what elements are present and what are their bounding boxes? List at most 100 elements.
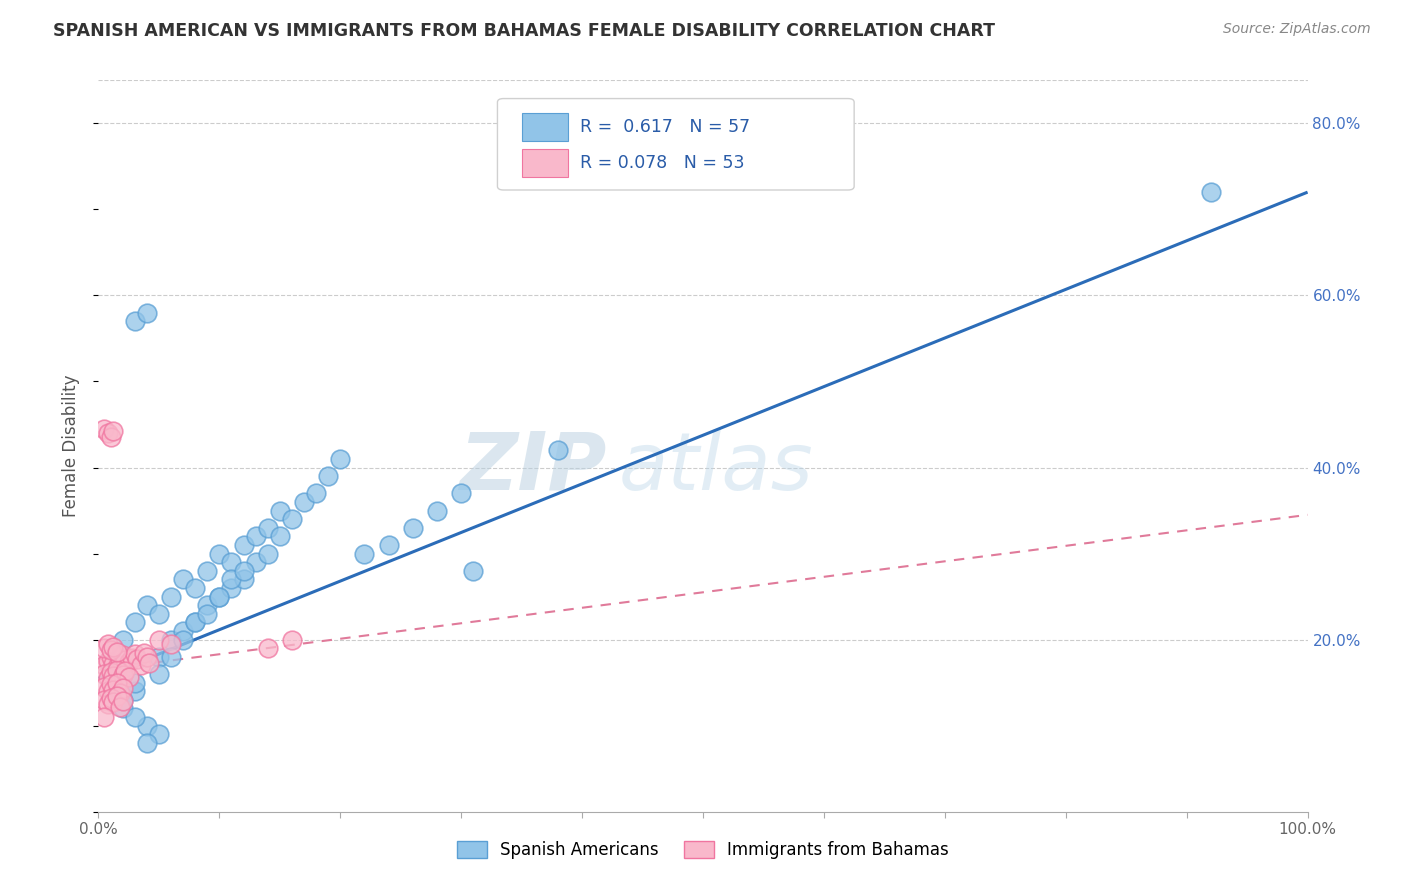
Point (208, 590, 231, 604)
Point (111, 667, 134, 681)
Point (256, 521, 278, 535)
Point (111, 681, 134, 695)
Point (114, 665, 136, 679)
Point (269, 529, 291, 543)
Point (377, 538, 399, 552)
Point (111, 648, 134, 662)
Point (108, 686, 131, 700)
Point (208, 590, 231, 604)
Point (93, 658, 115, 673)
Point (101, 640, 124, 654)
Point (160, 649, 183, 664)
Point (124, 710, 146, 724)
Point (111, 694, 134, 708)
Legend: Spanish Americans, Immigrants from Bahamas: Spanish Americans, Immigrants from Baham… (450, 834, 956, 865)
Point (124, 615, 146, 630)
Point (114, 653, 136, 667)
Point (184, 615, 207, 630)
Point (124, 684, 146, 698)
Point (101, 425, 124, 439)
Text: R = 0.078   N = 53: R = 0.078 N = 53 (579, 154, 744, 172)
Point (148, 649, 170, 664)
Point (97, 671, 120, 685)
Text: SPANISH AMERICAN VS IMMIGRANTS FROM BAHAMAS FEMALE DISABILITY CORRELATION CHART: SPANISH AMERICAN VS IMMIGRANTS FROM BAHA… (53, 22, 995, 40)
Point (232, 538, 254, 552)
Point (148, 632, 170, 647)
Point (269, 503, 291, 517)
Point (135, 649, 157, 664)
Point (97, 697, 120, 711)
Point (256, 641, 278, 656)
Point (160, 637, 183, 651)
Point (221, 555, 243, 569)
Point (316, 469, 339, 483)
Point (148, 667, 170, 681)
Text: R =  0.617   N = 57: R = 0.617 N = 57 (579, 118, 749, 136)
Point (101, 682, 124, 697)
Point (100, 430, 122, 444)
Point (305, 486, 328, 500)
Point (118, 655, 141, 669)
Point (426, 503, 449, 517)
Point (105, 645, 128, 659)
Point (100, 665, 122, 680)
Point (111, 632, 134, 647)
Point (160, 590, 183, 604)
Point (124, 675, 146, 690)
Point (111, 693, 134, 707)
Point (105, 689, 128, 703)
Point (105, 663, 128, 677)
Point (135, 719, 157, 733)
Point (100, 649, 122, 664)
Point (93, 422, 115, 436)
Point (292, 495, 315, 509)
Point (129, 657, 152, 672)
Point (208, 547, 231, 561)
Point (148, 727, 170, 741)
FancyBboxPatch shape (522, 113, 568, 141)
Point (245, 555, 267, 569)
Point (108, 673, 131, 688)
Text: atlas: atlas (619, 429, 813, 507)
Point (195, 598, 218, 612)
Point (124, 647, 146, 661)
Point (195, 564, 218, 578)
Point (93, 641, 115, 656)
Text: Source: ZipAtlas.com: Source: ZipAtlas.com (1223, 22, 1371, 37)
Point (111, 668, 134, 682)
Point (93, 710, 115, 724)
Point (93, 680, 115, 694)
Point (353, 547, 375, 561)
Point (121, 650, 143, 665)
Point (184, 581, 207, 595)
Point (97, 684, 120, 698)
Point (97, 426, 120, 441)
Point (195, 607, 218, 621)
Point (138, 656, 160, 670)
Point (547, 443, 569, 458)
Text: ZIP: ZIP (458, 429, 606, 507)
Point (108, 699, 131, 714)
Point (184, 615, 207, 630)
Point (134, 646, 156, 660)
Point (108, 651, 131, 665)
FancyBboxPatch shape (522, 149, 568, 177)
Y-axis label: Female Disability: Female Disability (62, 375, 80, 517)
Point (93, 667, 115, 681)
Point (402, 521, 425, 535)
Point (135, 736, 157, 750)
Point (172, 624, 194, 638)
Point (450, 486, 472, 500)
Point (221, 573, 243, 587)
Point (101, 669, 124, 683)
Point (97, 654, 120, 668)
Point (1199, 185, 1222, 199)
Point (111, 701, 134, 715)
Point (105, 660, 128, 674)
Point (172, 632, 194, 647)
Point (97, 637, 120, 651)
Point (256, 547, 278, 561)
Point (463, 564, 485, 578)
Point (329, 451, 352, 466)
Point (105, 675, 128, 690)
